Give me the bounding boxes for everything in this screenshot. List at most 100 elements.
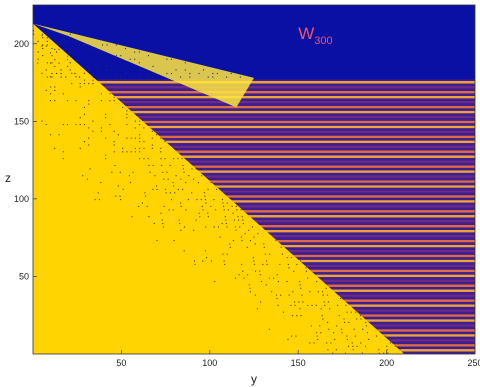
fringe-speck [88, 83, 90, 85]
fringe-speck [120, 199, 122, 201]
fringe-speck [210, 260, 212, 262]
fringe-speck [49, 62, 52, 64]
fringe-speck [296, 315, 298, 317]
fringe-speck [264, 253, 266, 255]
fringe-speck [224, 263, 226, 265]
fringe-speck [327, 301, 330, 303]
fringe-speck [210, 181, 212, 184]
fringe-speck [299, 308, 301, 310]
fan-speck [138, 51, 140, 53]
fan-speck [115, 55, 117, 57]
fan-speck [37, 51, 39, 53]
fringe-speck [151, 130, 153, 132]
x-tick-label: 50 [116, 358, 126, 368]
fringe-speck [269, 233, 272, 235]
fringe-speck [257, 233, 259, 235]
fringe-speck [386, 345, 388, 347]
fringe-speck [378, 352, 380, 354]
fringe-speck [323, 301, 325, 303]
fringe-speck [62, 123, 64, 126]
fringe-speck [113, 151, 115, 153]
fringe-speck [322, 294, 324, 296]
left-yellow-region [33, 23, 405, 354]
fringe-speck [54, 59, 56, 61]
fringe-speck [183, 250, 185, 252]
fan-speck [166, 72, 168, 75]
fringe-speck [143, 147, 145, 149]
fan-speck [111, 65, 113, 67]
x-tick-label: 100 [202, 358, 217, 368]
fringe-speck [54, 89, 56, 91]
fan-speck [189, 72, 191, 75]
fringe-speck [88, 100, 90, 102]
fringe-speck [343, 318, 345, 320]
fringe-speck [183, 226, 186, 228]
fringe-speck [294, 304, 296, 306]
fringe-speck [177, 158, 179, 160]
fringe-speck [151, 144, 153, 146]
fan-speck [212, 76, 214, 78]
fan-speck [198, 72, 200, 75]
plot-frame [32, 4, 476, 355]
fringe-speck [109, 93, 111, 95]
fringe-speck [156, 239, 158, 242]
fringe-speck [83, 123, 86, 126]
fringe-speck [134, 147, 136, 149]
fringe-speck [288, 267, 290, 269]
fringe-speck [163, 205, 165, 207]
fringe-speck [41, 120, 43, 122]
fringe-speck [237, 216, 239, 218]
fringe-speck [236, 209, 238, 211]
fringe-speck [354, 335, 356, 337]
fan-speck [46, 44, 48, 46]
fringe-speck [205, 226, 207, 228]
fringe-speck [287, 263, 289, 265]
fringe-speck [299, 260, 302, 262]
fringe-speck [94, 199, 96, 201]
fan-speck [106, 65, 108, 67]
fringe-speck [83, 106, 86, 109]
fringe-speck [243, 277, 245, 279]
fringe-speck [355, 311, 357, 313]
fringe-speck [340, 298, 342, 300]
stripe [33, 200, 475, 203]
fringe-speck [79, 86, 81, 88]
fringe-speck [183, 171, 185, 173]
fringe-speck [290, 304, 292, 306]
fan-speck [60, 40, 62, 42]
fringe-speck [111, 171, 113, 173]
fringe-speck [143, 127, 145, 129]
fringe-speck [265, 260, 268, 262]
stripe [33, 83, 475, 86]
fringe-speck [169, 164, 171, 167]
fringe-speck [88, 103, 90, 105]
fringe-speck [276, 298, 278, 300]
fringe-speck [238, 274, 240, 276]
fan-speck [129, 76, 131, 78]
fan-speck [124, 72, 127, 75]
fringe-speck [365, 321, 367, 323]
fringe-speck [352, 345, 354, 347]
fringe-speck [139, 151, 141, 153]
stripe [33, 143, 475, 146]
fringe-speck [92, 83, 94, 85]
fringe-speck [66, 65, 69, 68]
fringe-speck [292, 291, 294, 293]
fringe-speck [139, 134, 141, 136]
fringe-speck [166, 171, 168, 173]
fringe-speck [223, 209, 225, 211]
fringe-speck [117, 134, 119, 136]
fringe-speck [37, 62, 39, 64]
fringe-speck [98, 199, 100, 201]
plot-area [33, 5, 475, 354]
fringe-speck [319, 277, 321, 279]
fringe-speck [210, 205, 212, 207]
fringe-speck [364, 345, 367, 347]
fringe-speck [275, 239, 277, 242]
fan-speck [37, 58, 39, 60]
fringe-speck [97, 192, 99, 194]
x-axis-label: y [251, 372, 257, 386]
fan-speck [124, 47, 127, 50]
fan-speck [124, 65, 127, 67]
fringe-speck [344, 321, 346, 323]
